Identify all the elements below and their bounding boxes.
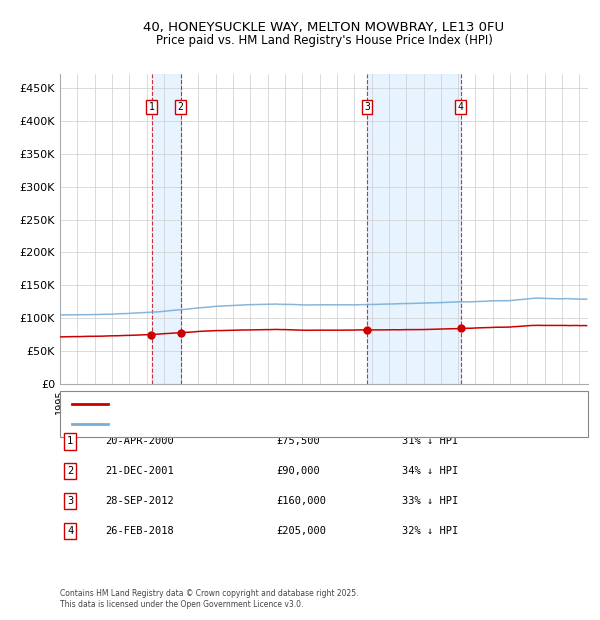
Text: 40, HONEYSUCKLE WAY, MELTON MOWBRAY, LE13 0FU: 40, HONEYSUCKLE WAY, MELTON MOWBRAY, LE1… bbox=[143, 22, 505, 34]
Text: 3: 3 bbox=[364, 102, 370, 112]
Text: £75,500: £75,500 bbox=[276, 436, 320, 446]
Text: 2: 2 bbox=[178, 102, 184, 112]
Text: £205,000: £205,000 bbox=[276, 526, 326, 536]
Text: 40, HONEYSUCKLE WAY, MELTON MOWBRAY, LE13 0FU (detached house): 40, HONEYSUCKLE WAY, MELTON MOWBRAY, LE1… bbox=[117, 399, 473, 409]
Text: 1: 1 bbox=[67, 436, 73, 446]
Text: 28-SEP-2012: 28-SEP-2012 bbox=[105, 496, 174, 506]
Text: 4: 4 bbox=[67, 526, 73, 536]
Text: 20-APR-2000: 20-APR-2000 bbox=[105, 436, 174, 446]
Text: Price paid vs. HM Land Registry's House Price Index (HPI): Price paid vs. HM Land Registry's House … bbox=[155, 34, 493, 46]
Text: £160,000: £160,000 bbox=[276, 496, 326, 506]
Text: 26-FEB-2018: 26-FEB-2018 bbox=[105, 526, 174, 536]
Text: HPI: Average price, detached house, Melton: HPI: Average price, detached house, Melt… bbox=[117, 419, 331, 429]
Text: 4: 4 bbox=[458, 102, 464, 112]
Text: 33% ↓ HPI: 33% ↓ HPI bbox=[402, 496, 458, 506]
Text: 32% ↓ HPI: 32% ↓ HPI bbox=[402, 526, 458, 536]
Bar bbox=[367, 74, 461, 384]
Text: 34% ↓ HPI: 34% ↓ HPI bbox=[402, 466, 458, 476]
Bar bbox=[152, 74, 181, 384]
Text: Contains HM Land Registry data © Crown copyright and database right 2025.
This d: Contains HM Land Registry data © Crown c… bbox=[60, 590, 359, 609]
Text: 2: 2 bbox=[67, 466, 73, 476]
Text: 21-DEC-2001: 21-DEC-2001 bbox=[105, 466, 174, 476]
Text: 3: 3 bbox=[67, 496, 73, 506]
Text: 31% ↓ HPI: 31% ↓ HPI bbox=[402, 436, 458, 446]
Text: £90,000: £90,000 bbox=[276, 466, 320, 476]
Text: 1: 1 bbox=[149, 102, 155, 112]
